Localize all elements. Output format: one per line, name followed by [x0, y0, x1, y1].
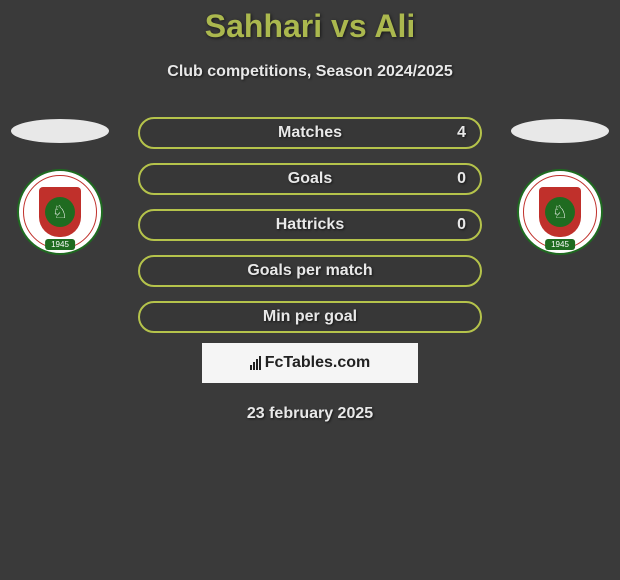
content-row: 1945 Matches 4 Goals 0 Hattricks 0 Goals… — [0, 119, 620, 333]
left-player-column: 1945 — [8, 119, 112, 255]
stat-label: Goals — [288, 170, 332, 188]
watermark-text: FcTables.com — [265, 354, 371, 372]
stat-bar-goals: Goals 0 — [138, 163, 482, 195]
team-logo-shield — [39, 187, 81, 237]
stat-label: Goals per match — [247, 262, 372, 280]
team-logo-year: 1945 — [545, 239, 575, 250]
date-label: 23 february 2025 — [247, 405, 373, 423]
player-avatar-placeholder — [11, 119, 109, 143]
team-logo-shield — [539, 187, 581, 237]
team-logo-left: 1945 — [17, 169, 103, 255]
horse-icon — [545, 197, 575, 227]
stat-value: 0 — [457, 216, 466, 234]
stat-label: Matches — [278, 124, 342, 142]
stat-bar-matches: Matches 4 — [138, 117, 482, 149]
horse-icon — [45, 197, 75, 227]
stats-column: Matches 4 Goals 0 Hattricks 0 Goals per … — [138, 117, 482, 333]
right-player-column: 1945 — [508, 119, 612, 255]
subtitle: Club competitions, Season 2024/2025 — [167, 63, 452, 81]
team-logo-year: 1945 — [45, 239, 75, 250]
team-logo-inner: 1945 — [23, 175, 97, 249]
stat-label: Min per goal — [263, 308, 357, 326]
stat-value: 0 — [457, 170, 466, 188]
bars-icon — [250, 356, 261, 370]
stat-bar-goals-per-match: Goals per match — [138, 255, 482, 287]
stat-bar-hattricks: Hattricks 0 — [138, 209, 482, 241]
comparison-card: Sahhari vs Ali Club competitions, Season… — [0, 0, 620, 423]
stat-value: 4 — [457, 124, 466, 142]
stat-bar-min-per-goal: Min per goal — [138, 301, 482, 333]
watermark: FcTables.com — [202, 343, 418, 383]
team-logo-right: 1945 — [517, 169, 603, 255]
page-title: Sahhari vs Ali — [205, 8, 415, 45]
player-avatar-placeholder — [511, 119, 609, 143]
team-logo-inner: 1945 — [523, 175, 597, 249]
stat-label: Hattricks — [276, 216, 344, 234]
